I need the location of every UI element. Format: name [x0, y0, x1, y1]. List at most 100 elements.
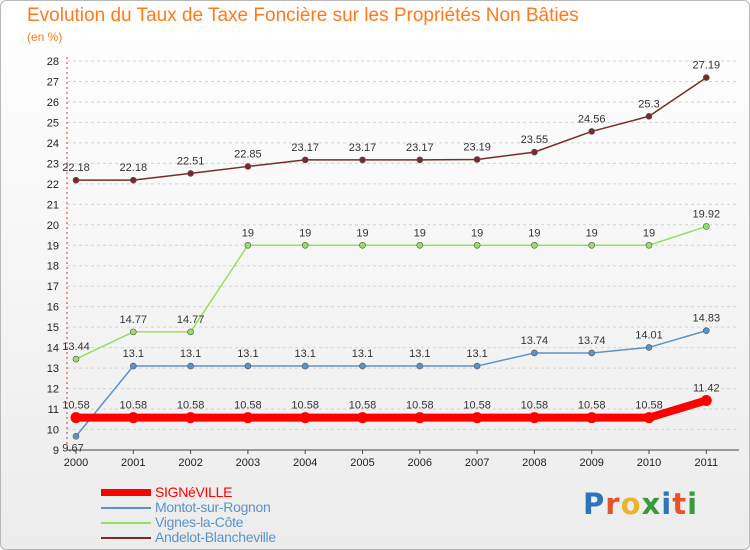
- data-point: [702, 327, 710, 334]
- y-tick-label: 11: [48, 404, 59, 416]
- legend-label-montot: Montot-sur-Rognon: [155, 499, 271, 515]
- y-tick-label: 21: [47, 199, 59, 211]
- data-point: [359, 241, 366, 249]
- data-point: [244, 241, 252, 249]
- x-tick-label: 2003: [236, 457, 260, 469]
- data-point: [301, 156, 309, 164]
- y-tick-label: 14: [47, 343, 59, 355]
- y-tick-label: 12: [47, 384, 59, 396]
- x-tick-label: 2010: [637, 457, 661, 469]
- data-label: 23.19: [463, 141, 491, 153]
- y-tick-label: 23: [47, 158, 59, 170]
- data-label: 19: [356, 227, 368, 239]
- data-point: [187, 328, 194, 336]
- data-point: [702, 74, 710, 81]
- data-point: [130, 362, 137, 370]
- data-label: 24.56: [578, 113, 606, 125]
- data-label: 10.58: [463, 400, 491, 412]
- y-tick-label: 17: [47, 281, 59, 293]
- data-label: 10.58: [349, 400, 377, 412]
- logo-letter: o: [620, 487, 642, 521]
- data-label: 19: [242, 227, 254, 239]
- data-label: 13.1: [409, 348, 430, 360]
- chart-title: Evolution du Taux de Taxe Foncière sur l…: [27, 5, 579, 26]
- data-label: 10.58: [234, 400, 262, 412]
- data-label: 14.83: [693, 313, 721, 325]
- series-line-0: [72, 396, 711, 422]
- legend-label-andelot: Andelot-Blancheville: [155, 529, 276, 545]
- data-label: 13.1: [123, 348, 144, 360]
- data-label: 19: [586, 227, 598, 239]
- data-point: [301, 241, 309, 249]
- data-point: [414, 412, 426, 424]
- data-point: [473, 362, 481, 370]
- data-point: [127, 412, 139, 424]
- data-point: [357, 412, 368, 424]
- y-tick-label: 13: [47, 363, 59, 375]
- data-label: 22.18: [62, 162, 90, 174]
- data-point: [244, 163, 252, 170]
- logo-letter: r: [605, 487, 621, 521]
- logo-letter: i: [661, 487, 673, 521]
- logo-letter: i: [687, 487, 699, 521]
- data-label: 23.17: [406, 142, 434, 154]
- data-label: 22.18: [120, 162, 148, 174]
- logo-letter: t: [672, 487, 688, 521]
- y-tick-label: 24: [47, 138, 59, 150]
- x-tick-label: 2005: [350, 457, 374, 469]
- data-label: 11.42: [693, 382, 720, 394]
- data-label: 14.77: [177, 314, 205, 326]
- x-tick-label: 2002: [178, 457, 202, 469]
- data-point: [531, 148, 538, 156]
- x-tick-label: 2001: [121, 457, 145, 469]
- data-point: [130, 176, 137, 184]
- data-label: 25.3: [638, 98, 659, 110]
- y-tick-label: 15: [47, 322, 59, 334]
- data-label: 19: [528, 227, 540, 239]
- data-label: 10.58: [177, 400, 205, 412]
- y-tick-label: 9: [53, 445, 59, 457]
- chart-unit-label: (en %): [27, 30, 63, 44]
- data-label: 14.77: [120, 314, 148, 326]
- data-label: 10.58: [578, 400, 606, 412]
- data-label: 13.1: [180, 348, 201, 360]
- data-point: [471, 412, 483, 424]
- data-point: [301, 362, 309, 370]
- series-line-3: [75, 76, 708, 181]
- y-tick-label: 25: [47, 117, 59, 129]
- y-tick-label: 16: [47, 302, 59, 314]
- data-labels: 10.58 10.58 10.58 10.58 10.58 10.58 10.58 10.58…: [62, 60, 720, 455]
- data-label: 10.58: [635, 400, 663, 412]
- legend-swatch-vignes: [101, 522, 151, 524]
- data-label: 23.55: [521, 134, 549, 146]
- x-tick-label: 2008: [522, 457, 546, 469]
- data-point: [645, 344, 653, 351]
- data-label: 10.58: [62, 400, 90, 412]
- data-point: [299, 412, 311, 424]
- data-label: 19: [299, 227, 311, 239]
- legend-label-vignes: Vignes-la-Côte: [155, 514, 244, 530]
- data-label: 19: [414, 227, 426, 239]
- data-label: 13.1: [237, 348, 258, 360]
- data-point: [588, 128, 596, 135]
- data-point: [359, 156, 366, 164]
- data-label: 13.74: [521, 335, 549, 347]
- data-label: 13.1: [294, 348, 315, 360]
- data-point: [185, 412, 197, 424]
- data-point: [187, 170, 194, 177]
- data-point: [242, 412, 254, 424]
- y-tick-label: 18: [47, 261, 59, 273]
- legend-swatch-signeville: [101, 489, 151, 496]
- data-label: 13.74: [578, 335, 606, 347]
- legend-label-signeville: SIGNéVILLE: [155, 484, 233, 500]
- data-label: 10.58: [120, 400, 148, 412]
- data-label: 19: [643, 227, 655, 239]
- data-point: [586, 412, 598, 424]
- x-tick-label: 2004: [293, 457, 317, 469]
- data-point: [531, 241, 538, 249]
- data-label: 10.58: [291, 400, 319, 412]
- data-point: [531, 349, 538, 357]
- series-line-1: [75, 329, 708, 438]
- data-label: 22.51: [177, 155, 205, 167]
